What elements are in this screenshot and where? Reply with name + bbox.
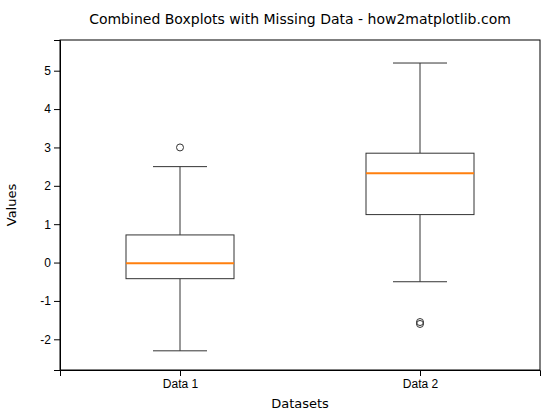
outlier <box>417 320 424 327</box>
y-tick-mark <box>54 186 60 187</box>
y-tick: 5 <box>44 64 60 78</box>
box <box>366 153 474 214</box>
x-tick: Data 2 <box>403 370 439 391</box>
box-group <box>126 144 234 351</box>
y-tick-mark <box>54 109 60 110</box>
median <box>126 262 234 264</box>
y-tick-label: -1 <box>40 294 51 308</box>
y-tick: 2 <box>44 179 60 193</box>
y-tick: 0 <box>44 256 60 270</box>
y-tick: 4 <box>44 102 60 116</box>
x-tick: Data 1 <box>163 370 199 391</box>
y-tick-label: -2 <box>40 333 51 347</box>
x-tick-mark <box>420 370 421 376</box>
y-axis: -2 -1 0 1 2 3 4 5 <box>40 41 60 371</box>
y-tick-label: 5 <box>44 64 51 78</box>
x-axis-line <box>61 371 541 377</box>
y-tick: 3 <box>44 141 60 155</box>
whisker-high <box>420 63 421 153</box>
cap-high <box>153 166 207 167</box>
y-tick: -1 <box>40 294 60 308</box>
whisker-low <box>420 215 421 282</box>
cap-low <box>153 350 207 351</box>
y-axis-title: Values <box>4 184 19 227</box>
x-axis-title: Datasets <box>271 396 329 411</box>
chart: -2 -1 0 1 2 3 4 5 Data 1 Data 2 Combined Boxplots … <box>0 0 560 420</box>
x-tick-label: Data 1 <box>163 377 199 391</box>
whisker-high <box>180 167 181 235</box>
y-tick-label: 3 <box>44 141 51 155</box>
box <box>126 235 234 279</box>
y-tick-mark <box>54 339 60 340</box>
x-axis: Data 1 Data 2 <box>61 370 541 391</box>
y-tick: -2 <box>40 333 60 347</box>
x-tick-mark <box>180 370 181 376</box>
cap-low <box>393 281 447 282</box>
plot-frame <box>60 40 540 370</box>
x-tick-label: Data 2 <box>403 377 439 391</box>
median <box>366 172 474 174</box>
plot: -2 -1 0 1 2 3 4 5 Data 1 Data 2 <box>40 40 540 391</box>
y-tick-mark <box>54 263 60 264</box>
y-tick-mark <box>54 224 60 225</box>
y-tick-label: 0 <box>44 256 51 270</box>
whisker-low <box>180 279 181 351</box>
y-tick-label: 2 <box>44 179 51 193</box>
cap-high <box>393 63 447 64</box>
y-tick-mark <box>54 71 60 72</box>
marks <box>126 63 474 351</box>
y-tick-label: 4 <box>44 102 51 116</box>
title: Combined Boxplots with Missing Data - ho… <box>89 11 511 27</box>
y-tick-mark <box>54 301 60 302</box>
y-tick-mark <box>54 147 60 148</box>
y-tick-label: 1 <box>44 218 51 232</box>
box-group <box>366 63 474 327</box>
y-tick: 1 <box>44 218 60 232</box>
outlier <box>177 144 184 151</box>
y-axis-line <box>54 41 61 371</box>
